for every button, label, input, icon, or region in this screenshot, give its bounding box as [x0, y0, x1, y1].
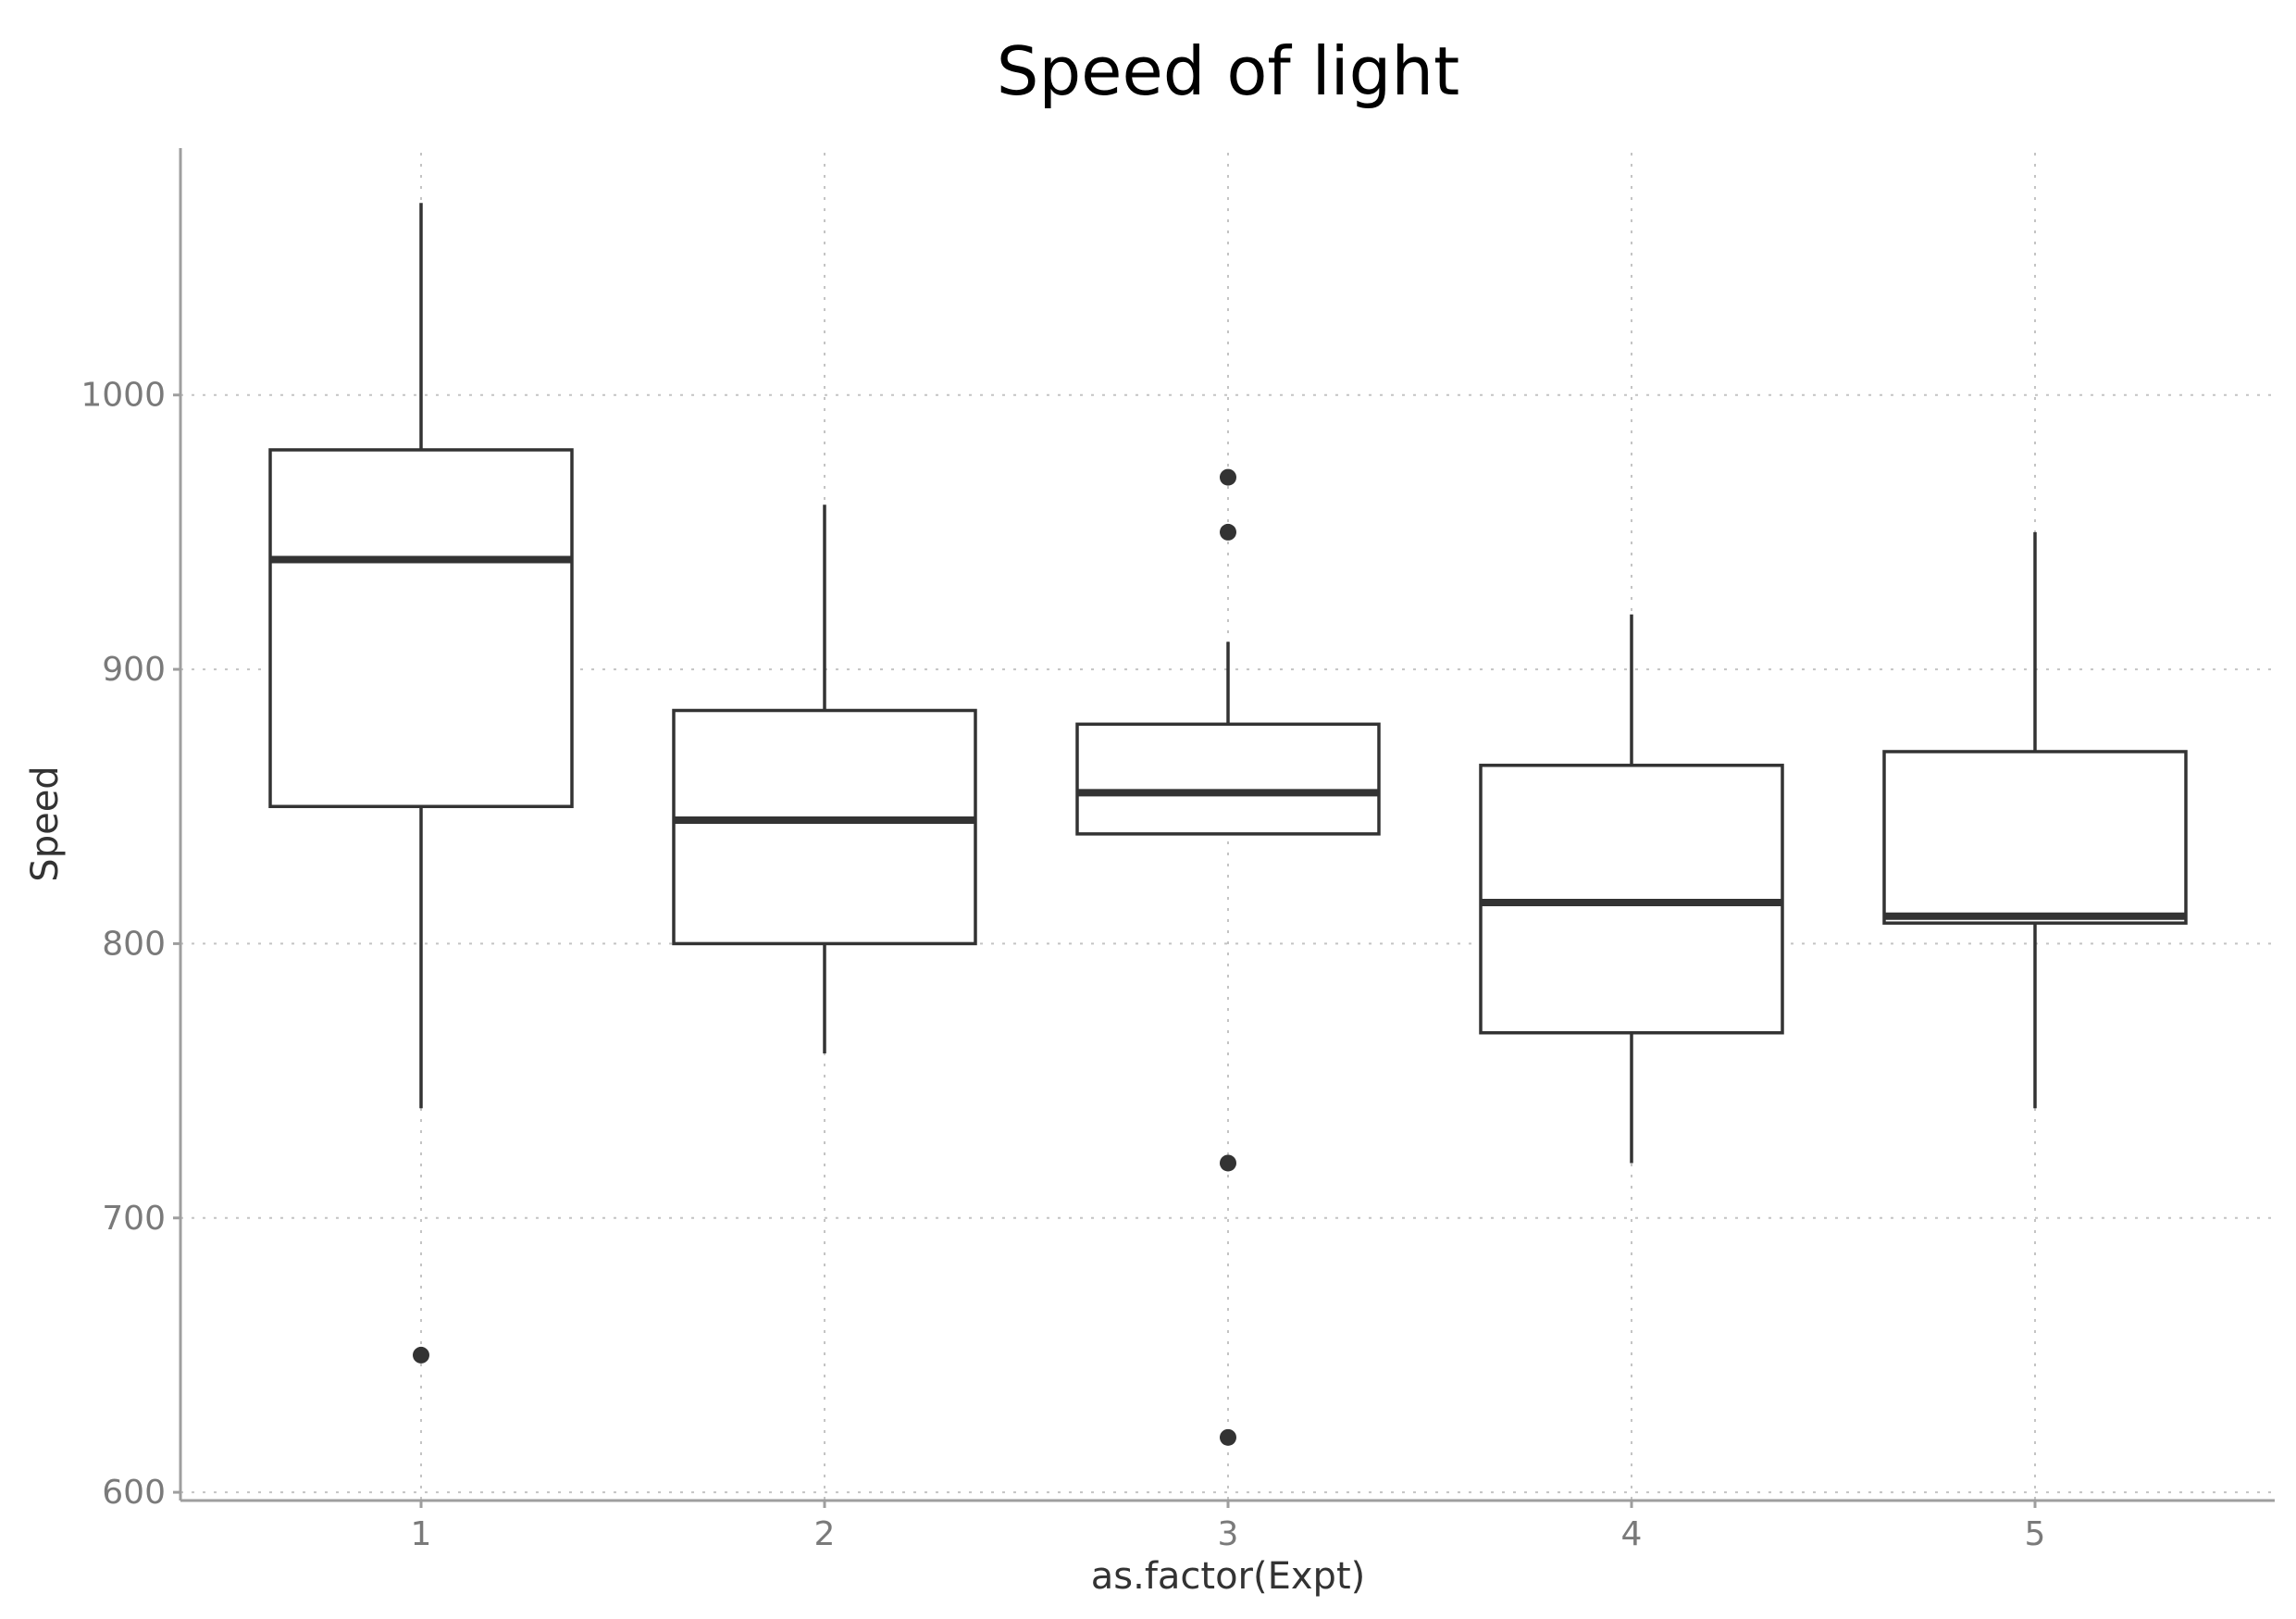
outlier-point — [1220, 1154, 1236, 1172]
box-group-2 — [672, 504, 977, 1053]
x-tick-label: 4 — [1621, 1515, 1643, 1553]
y-tick-label: 900 — [102, 651, 166, 689]
x-tick-label: 2 — [814, 1515, 836, 1553]
outlier-point — [1220, 523, 1236, 541]
y-tick-label: 800 — [102, 925, 166, 963]
y-tick-label: 600 — [102, 1474, 166, 1512]
y-axis-title: Speed — [24, 766, 67, 881]
y-tick-label: 700 — [102, 1200, 166, 1238]
iqr-box — [1882, 750, 2188, 925]
box-group-4 — [1479, 614, 1784, 1164]
x-tick-label: 3 — [1218, 1515, 1239, 1553]
box-group-3 — [1075, 468, 1381, 1446]
y-tick-label: 1000 — [81, 377, 166, 415]
x-tick-label: 5 — [2025, 1515, 2046, 1553]
iqr-box — [268, 448, 574, 808]
outlier-point — [1220, 1428, 1236, 1446]
chart-title: Speed of light — [997, 32, 1459, 110]
box-group-1 — [268, 203, 574, 1364]
boxes — [268, 203, 2188, 1446]
iqr-box — [672, 708, 977, 946]
outlier-point — [1220, 468, 1236, 486]
iqr-box — [1075, 722, 1381, 836]
axis-ticks: 600 700 800 900 1000 1 2 3 4 5 — [81, 377, 2045, 1553]
x-axis-title: as.factor(Expt) — [1091, 1555, 1365, 1598]
box-group-5 — [1882, 531, 2188, 1109]
outlier-point — [413, 1346, 429, 1364]
x-tick-label: 1 — [411, 1515, 432, 1553]
grid-lines — [180, 153, 2275, 1501]
